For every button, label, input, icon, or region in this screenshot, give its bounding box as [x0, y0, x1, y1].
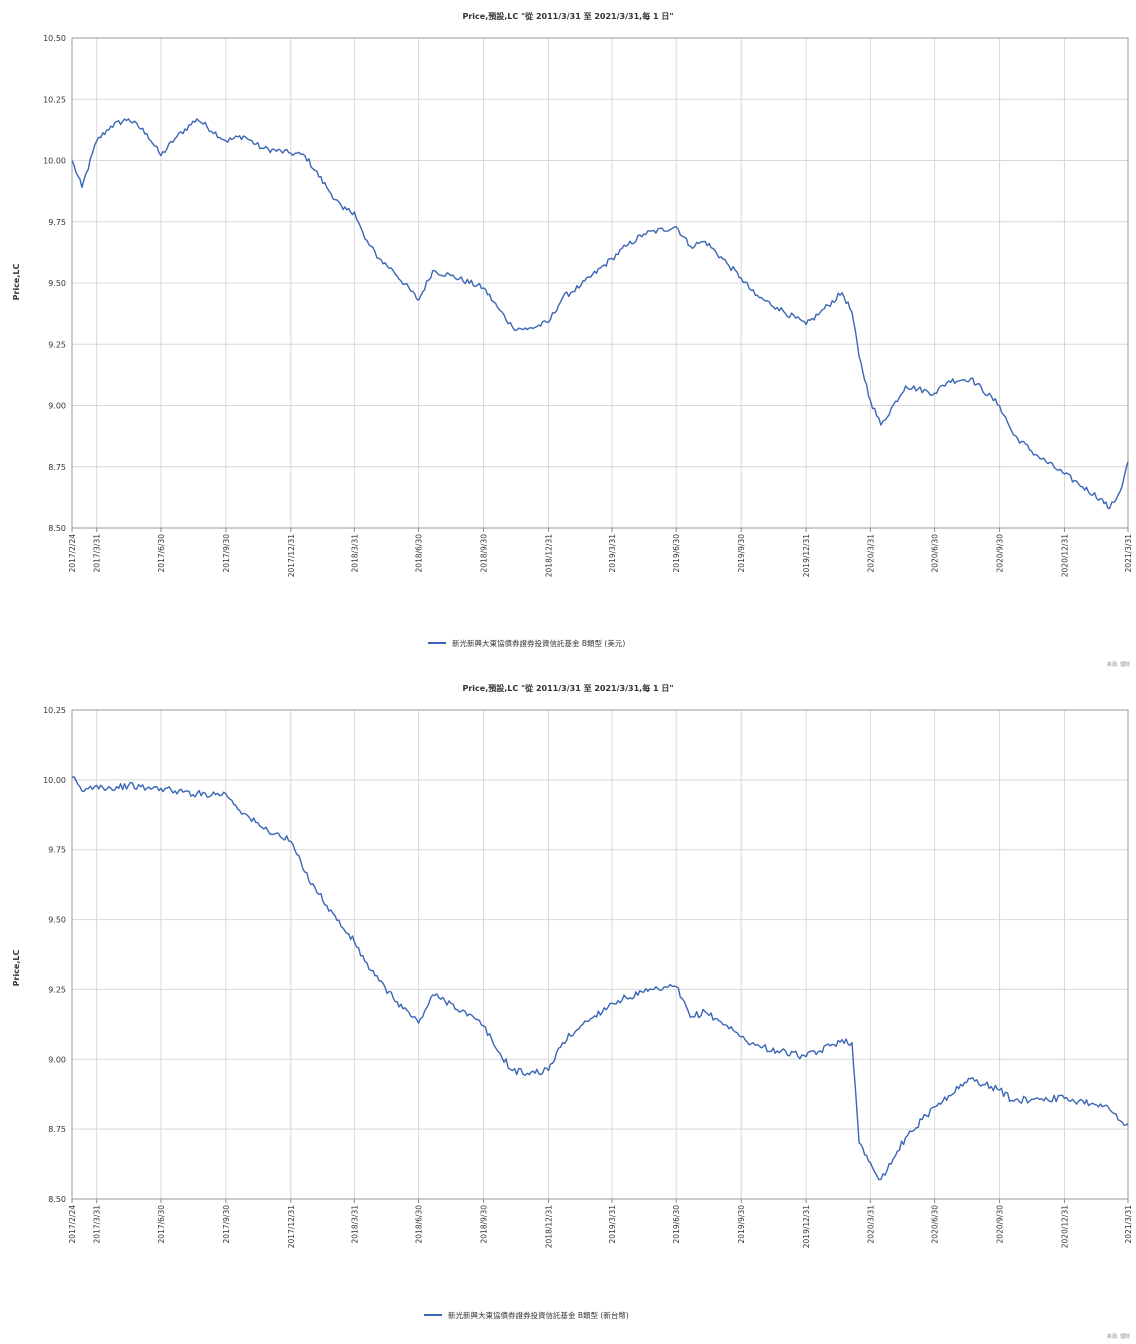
x-tick-label: 2019/12/31 — [802, 1205, 811, 1248]
x-tick-label: 2017/6/30 — [157, 534, 166, 573]
y-tick-label: 9.50 — [48, 279, 66, 288]
x-tick-label: 2018/9/30 — [480, 1205, 489, 1244]
x-tick-label: 2020/6/30 — [931, 534, 940, 573]
legend: 新光新興大東協債券證券投資信託基金 B類型 (美元) — [428, 638, 625, 648]
y-tick-label: 10.25 — [43, 95, 66, 104]
x-tick-label: 2017/3/31 — [93, 1205, 102, 1244]
x-tick-label: 2018/3/31 — [350, 1205, 359, 1244]
x-tick-label: 2019/6/30 — [672, 1205, 681, 1244]
x-tick-label: 2019/9/30 — [737, 534, 746, 573]
x-tick-label: 2020/9/30 — [996, 534, 1005, 573]
x-tick-label: 2018/6/30 — [415, 1205, 424, 1244]
x-tick-label: 2018/9/30 — [480, 534, 489, 573]
y-tick-label: 10.00 — [43, 776, 66, 785]
y-tick-label: 9.25 — [48, 985, 66, 994]
series-line — [71, 776, 1129, 1181]
x-tick-label: 2019/3/31 — [608, 534, 617, 573]
y-tick-label: 10.50 — [43, 34, 66, 43]
x-tick-label: 2017/12/31 — [287, 534, 296, 577]
chart-panel-twd: Price,預設,LC "從 2011/3/31 至 2021/3/31,每 1… — [0, 672, 1136, 1344]
x-tick-label: 2019/12/31 — [802, 534, 811, 577]
x-tick-label: 2017/2/24 — [68, 534, 77, 573]
x-tick-label: 2020/6/30 — [931, 1205, 940, 1244]
x-tick-label: 2018/6/30 — [415, 534, 424, 573]
chart-usd: Price,預設,LC "從 2011/3/31 至 2021/3/31,每 1… — [12, 11, 1133, 668]
plot-frame — [71, 37, 1129, 529]
y-axis-label: Price,LC — [12, 950, 21, 987]
x-tick-label: 2019/9/30 — [737, 1205, 746, 1244]
source-note: 來源: 理財 — [1107, 661, 1130, 668]
legend-entry: 新光新興大東協債券證券投資信託基金 B類型 (新台幣) — [448, 1310, 629, 1320]
y-tick-label: 9.75 — [48, 846, 66, 855]
x-tick-label: 2018/3/31 — [350, 534, 359, 573]
series-line — [71, 118, 1129, 510]
y-tick-label: 10.00 — [43, 157, 66, 166]
x-tick-label: 2017/12/31 — [287, 1205, 296, 1248]
x-tick-label: 2019/3/31 — [608, 1205, 617, 1244]
y-tick-label: 9.75 — [48, 218, 66, 227]
x-tick-label: 2017/3/31 — [93, 534, 102, 573]
x-tick-label: 2017/9/30 — [222, 1205, 231, 1244]
x-tick-label: 2017/2/24 — [68, 1205, 77, 1244]
y-tick-label: 8.50 — [48, 1195, 66, 1204]
x-tick-label: 2017/6/30 — [157, 1205, 166, 1244]
plot-frame — [71, 709, 1129, 1200]
y-tick-label: 10.25 — [43, 706, 66, 715]
x-tick-label: 2020/3/31 — [866, 1205, 875, 1244]
x-tick-label: 2018/12/31 — [544, 534, 553, 577]
y-tick-label: 9.00 — [48, 1055, 66, 1064]
y-tick-label: 8.50 — [48, 524, 66, 533]
chart-twd: Price,預設,LC "從 2011/3/31 至 2021/3/31,每 1… — [12, 683, 1133, 1340]
legend-entry: 新光新興大東協債券證券投資信託基金 B類型 (美元) — [452, 638, 625, 648]
x-tick-label: 2021/3/31 — [1124, 1205, 1133, 1244]
x-tick-label: 2020/3/31 — [866, 534, 875, 573]
x-tick-label: 2020/12/31 — [1060, 1205, 1069, 1248]
y-tick-label: 9.50 — [48, 916, 66, 925]
x-tick-label: 2020/12/31 — [1060, 534, 1069, 577]
y-tick-label: 9.00 — [48, 402, 66, 411]
chart-panel-usd: Price,預設,LC "從 2011/3/31 至 2021/3/31,每 1… — [12, 11, 1133, 668]
chart-title: Price,預設,LC "從 2011/3/31 至 2021/3/31,每 1… — [462, 683, 673, 693]
x-tick-label: 2017/9/30 — [222, 534, 231, 573]
x-tick-label: 2021/3/31 — [1124, 534, 1133, 573]
y-tick-label: 8.75 — [48, 463, 66, 472]
x-tick-label: 2020/9/30 — [996, 1205, 1005, 1244]
source-note: 來源: 理財 — [1107, 1333, 1130, 1340]
x-tick-label: 2019/6/30 — [672, 534, 681, 573]
x-tick-label: 2018/12/31 — [544, 1205, 553, 1248]
chart-title: Price,預設,LC "從 2011/3/31 至 2021/3/31,每 1… — [462, 11, 673, 21]
y-axis-label: Price,LC — [12, 264, 21, 301]
legend: 新光新興大東協債券證券投資信託基金 B類型 (新台幣) — [424, 1310, 629, 1320]
y-tick-label: 8.75 — [48, 1125, 66, 1134]
y-tick-label: 9.25 — [48, 340, 66, 349]
